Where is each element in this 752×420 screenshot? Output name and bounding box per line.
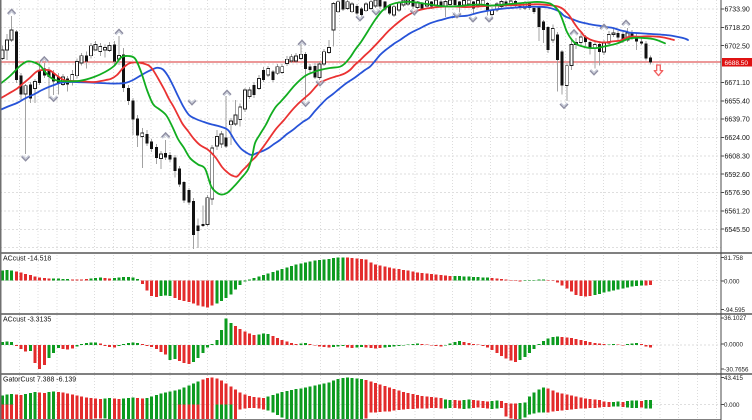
svg-text:GatorCust 7.388 -6.139: GatorCust 7.388 -6.139 [3,377,76,384]
svg-text:6561.20: 6561.20 [725,209,750,216]
svg-text:ACcust -14.518: ACcust -14.518 [3,256,51,263]
svg-text:6576.90: 6576.90 [725,190,750,197]
svg-text:ACcust -3.3135: ACcust -3.3135 [3,317,51,324]
svg-text:-94.595: -94.595 [724,307,746,314]
svg-text:6671.10: 6671.10 [725,80,750,87]
svg-text:6608.30: 6608.30 [725,153,750,160]
svg-text:6702.50: 6702.50 [725,43,750,50]
svg-text:81.758: 81.758 [724,255,743,262]
svg-text:6733.90: 6733.90 [725,7,750,14]
svg-text:0.000: 0.000 [724,402,740,409]
svg-text:6688.50: 6688.50 [725,60,749,67]
svg-text:6639.70: 6639.70 [725,117,750,124]
svg-text:6655.40: 6655.40 [725,98,750,105]
svg-text:43.415: 43.415 [724,375,743,382]
svg-text:0.000: 0.000 [724,278,740,285]
svg-text:-30.7656: -30.7656 [724,367,749,374]
svg-text:6592.60: 6592.60 [725,172,750,179]
svg-text:6624.00: 6624.00 [725,135,750,142]
svg-text:36.1027: 36.1027 [724,315,747,322]
svg-text:6545.50: 6545.50 [725,227,750,234]
svg-text:6718.20: 6718.20 [725,25,750,32]
svg-text:0.0000: 0.0000 [724,342,743,349]
